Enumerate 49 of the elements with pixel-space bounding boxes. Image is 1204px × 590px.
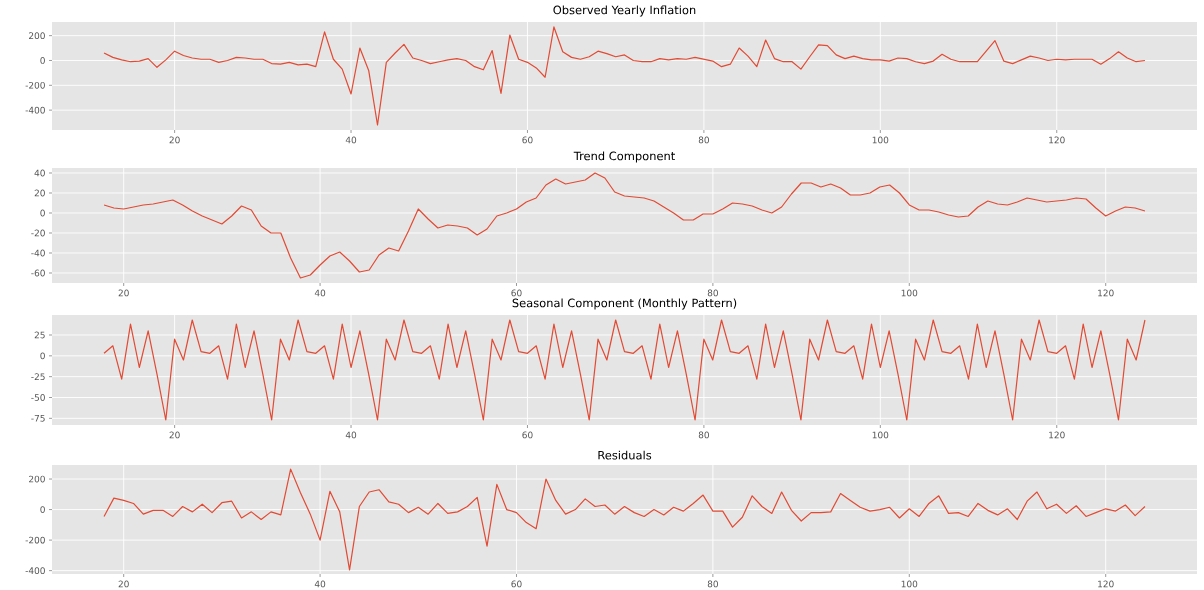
y-tick-label: 40	[34, 169, 45, 177]
x-tick-label: 80	[698, 431, 709, 439]
y-tick-label: -40	[31, 249, 45, 257]
line-series	[103, 319, 1146, 421]
x-tick-label: 60	[522, 431, 533, 439]
y-tick-label: -200	[25, 81, 45, 89]
x-tick-label: 60	[511, 289, 522, 297]
y-tick-label: 200	[29, 475, 45, 483]
x-tick-label: 100	[872, 431, 889, 439]
y-tick-label: -400	[25, 106, 45, 114]
x-tick-label: 20	[118, 289, 129, 297]
chart-title: Residuals	[598, 450, 652, 460]
y-tick-label: -75	[31, 415, 45, 422]
x-tick-label: 80	[698, 136, 709, 144]
x-tick-label: 120	[1049, 136, 1065, 144]
y-tick-label: 25	[34, 331, 45, 339]
y-tick-label: 0	[40, 506, 45, 513]
x-tick-label: 80	[707, 289, 718, 297]
x-tick-label: 100	[901, 289, 918, 297]
x-tick-label: 120	[1098, 580, 1114, 588]
x-tick-label: 40	[314, 580, 326, 588]
x-tick-label: 20	[169, 136, 180, 144]
x-tick-label: 100	[872, 136, 889, 144]
x-tick-label: 20	[169, 431, 180, 439]
y-tick-label: -50	[31, 394, 45, 401]
x-tick-label: 100	[901, 580, 918, 588]
x-tick-label: 40	[345, 136, 357, 144]
chart-title: Observed Yearly Inflation	[553, 5, 696, 17]
y-tick-label: -200	[25, 536, 45, 544]
x-tick-label: 20	[118, 580, 129, 588]
y-tick-label: 200	[29, 32, 45, 40]
x-tick-label: 60	[511, 580, 522, 588]
y-tick-label: 0	[40, 209, 45, 217]
chart-title: Trend Component	[573, 151, 675, 163]
line-series	[103, 468, 1146, 571]
y-tick-label: -20	[31, 229, 45, 237]
x-tick-label: 120	[1049, 431, 1065, 439]
x-tick-label: 120	[1098, 289, 1114, 297]
x-tick-label: 80	[707, 580, 718, 588]
x-tick-label: 40	[314, 289, 326, 297]
y-tick-label: 20	[34, 189, 45, 197]
chart-title: Seasonal Component (Monthly Pattern)	[512, 298, 737, 310]
y-tick-label: 0	[40, 57, 45, 64]
x-tick-label: 40	[345, 431, 357, 439]
x-tick-label: 60	[522, 136, 533, 144]
y-tick-label: -400	[25, 567, 45, 575]
y-tick-label: 0	[40, 352, 45, 360]
y-tick-label: -25	[31, 373, 45, 381]
y-tick-label: -60	[31, 269, 45, 277]
